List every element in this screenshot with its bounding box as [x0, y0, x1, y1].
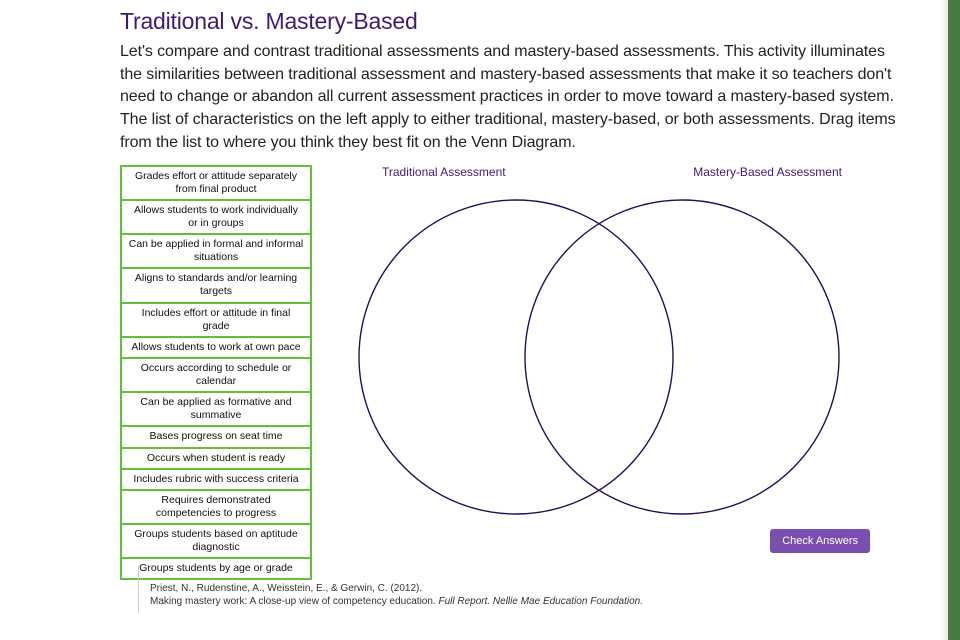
drag-item[interactable]: Bases progress on seat time	[120, 425, 312, 448]
drag-item[interactable]: Includes rubric with success criteria	[120, 468, 312, 491]
main-content: Traditional vs. Mastery-Based Let's comp…	[0, 0, 960, 595]
drag-item[interactable]: Occurs according to schedule or calendar	[120, 357, 312, 393]
citation-line-1: Priest, N., Rudenstine, A., Weisstein, E…	[150, 582, 643, 596]
citation-line-2: Making mastery work: A close-up view of …	[150, 595, 643, 609]
drag-item[interactable]: Allows students to work individually or …	[120, 199, 312, 235]
check-answers-button[interactable]: Check Answers	[770, 529, 870, 553]
drag-item[interactable]: Aligns to standards and/or learning targ…	[120, 267, 312, 303]
section-heading: Traditional vs. Mastery-Based	[120, 8, 900, 35]
venn-labels-row: Traditional Assessment Mastery-Based Ass…	[330, 165, 870, 179]
venn-svg	[330, 181, 870, 533]
intro-paragraph: Let's compare and contrast traditional a…	[120, 41, 900, 155]
drag-item[interactable]: Can be applied as formative and summativ…	[120, 391, 312, 427]
venn-right-label: Mastery-Based Assessment	[693, 165, 842, 179]
drag-item[interactable]: Groups students by age or grade	[120, 557, 312, 580]
drag-item[interactable]: Groups students based on aptitude diagno…	[120, 523, 312, 559]
page-right-stripe	[948, 0, 960, 640]
venn-left-label: Traditional Assessment	[382, 165, 506, 179]
drag-item[interactable]: Can be applied in formal and informal si…	[120, 233, 312, 269]
drag-item[interactable]: Includes effort or attitude in final gra…	[120, 302, 312, 338]
citation-divider	[138, 565, 139, 613]
venn-diagram-area[interactable]: Traditional Assessment Mastery-Based Ass…	[330, 165, 870, 565]
drag-item[interactable]: Requires demonstrated competencies to pr…	[120, 489, 312, 525]
drag-item[interactable]: Occurs when student is ready	[120, 447, 312, 470]
drag-item[interactable]: Allows students to work at own pace	[120, 336, 312, 359]
draggable-items-list: Grades effort or attitude separately fro…	[120, 165, 312, 579]
citation-text: Priest, N., Rudenstine, A., Weisstein, E…	[150, 582, 643, 609]
page-shadow	[940, 0, 948, 640]
venn-activity: Grades effort or attitude separately fro…	[120, 165, 900, 595]
drag-item[interactable]: Grades effort or attitude separately fro…	[120, 165, 312, 201]
